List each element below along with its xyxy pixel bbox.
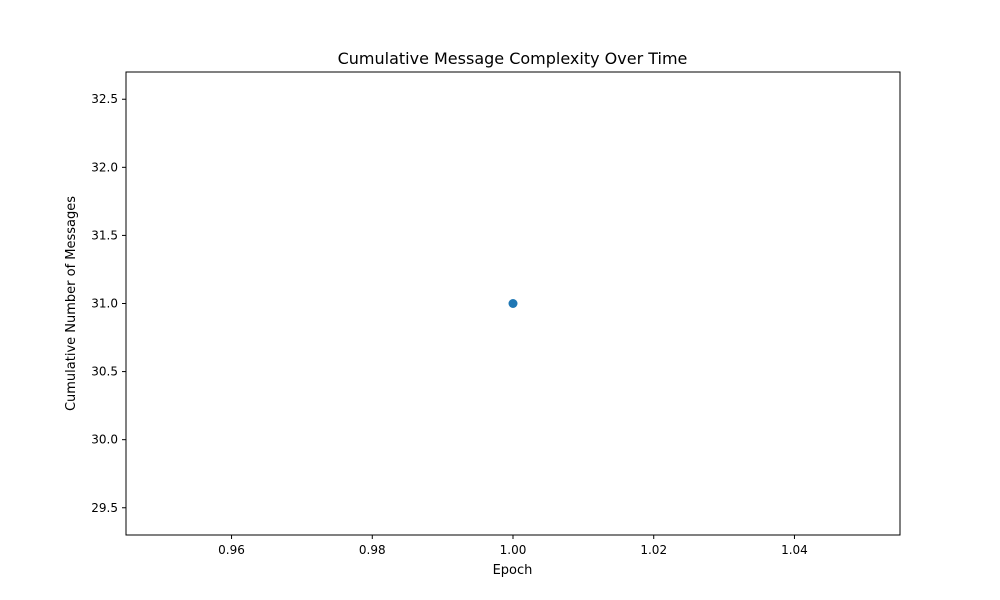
- y-tick-label: 32.5: [91, 92, 118, 106]
- y-tick-label: 31.5: [91, 228, 118, 242]
- y-tick-label: 30.5: [91, 365, 118, 379]
- x-axis-label: Epoch: [493, 563, 533, 578]
- y-axis-ticks: 29.5 30.0 30.5 31.0 31.5 32.0 32.5: [91, 92, 126, 515]
- data-point: [508, 299, 518, 308]
- x-axis-ticks: 0.96 0.98 1.00 1.02 1.04: [218, 535, 808, 557]
- y-tick-label: 30.0: [91, 433, 118, 447]
- x-tick-label: 1.00: [500, 543, 527, 557]
- y-tick-label: 32.0: [91, 160, 118, 174]
- y-tick-label: 31.0: [91, 297, 118, 311]
- x-tick-label: 0.96: [218, 543, 245, 557]
- x-tick-label: 0.98: [359, 543, 386, 557]
- y-axis-label: Cumulative Number of Messages: [64, 196, 79, 411]
- x-tick-label: 1.04: [781, 543, 808, 557]
- y-tick-label: 29.5: [91, 501, 118, 515]
- chart-title: Cumulative Message Complexity Over Time: [338, 49, 688, 68]
- x-tick-label: 1.02: [640, 543, 667, 557]
- data-points: [508, 299, 518, 308]
